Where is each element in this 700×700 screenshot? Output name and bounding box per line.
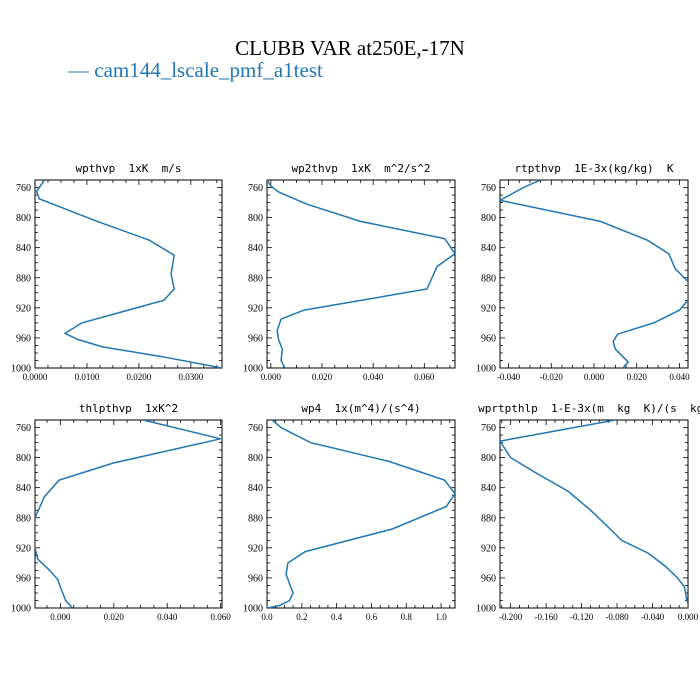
plot-frame: [34, 419, 223, 609]
panel-title: wp4 1x(m^4)/(s^4): [301, 402, 420, 415]
x-tick-label: 0.020: [627, 372, 648, 382]
plot-frame: [266, 419, 456, 609]
y-tick-label: 920: [481, 543, 496, 554]
plot-frame: [499, 419, 689, 609]
x-tick-label: 0.0: [261, 612, 273, 622]
y-tick-label: 880: [16, 513, 31, 524]
panel-3: rtpthvp 1E-3x(kg/kg) K 760 800 840 880 920 960…: [476, 162, 690, 382]
x-tick-label: 0.000: [584, 372, 605, 382]
y-tick-label: 1000: [476, 364, 496, 375]
y-tick-label: 880: [481, 273, 496, 284]
x-tick-label: 0.0000: [23, 372, 48, 382]
y-tick-label: 1000: [11, 364, 31, 375]
plot-frame: [34, 179, 223, 369]
x-tick-label: -0.020: [540, 372, 564, 382]
x-tick-label: 0.000: [261, 372, 282, 382]
y-tick-label: 960: [481, 333, 496, 344]
plot-frame: [266, 179, 456, 369]
y-tick-label: 760: [481, 183, 496, 194]
x-tick-label: 0.0100: [75, 372, 100, 382]
panel-1: wpthvp 1xK m/s 760 800 840 880 920 960 10000.00…: [11, 162, 223, 382]
y-tick-label: 920: [16, 303, 31, 314]
legend-entry: — cam144_lscale_pmf_a1test: [68, 58, 323, 82]
x-tick-label: 0.060: [211, 612, 232, 622]
series-line: [35, 420, 221, 608]
x-tick-label: 0.020: [312, 372, 333, 382]
y-tick-label: 960: [248, 573, 263, 584]
y-tick-label: 960: [16, 333, 31, 344]
x-tick-label: 0.6: [366, 612, 378, 622]
y-tick-label: 1000: [11, 604, 31, 615]
x-tick-label: 1.0: [435, 612, 447, 622]
panel-title: wp2thvp 1xK m^2/s^2: [291, 162, 430, 175]
x-tick-label: 0.020: [104, 612, 125, 622]
y-tick-label: 840: [16, 483, 31, 494]
panel-title: wprtpthlp 1-E-3x(m kg K)/(s kg): [478, 402, 700, 415]
x-tick-label: 0.000: [678, 612, 699, 622]
y-tick-label: 960: [16, 573, 31, 584]
panel-title: wpthvp 1xK m/s: [76, 162, 182, 175]
series-line: [35, 180, 222, 368]
y-tick-label: 760: [16, 183, 31, 194]
x-tick-label: -0.160: [534, 612, 558, 622]
series-line: [267, 180, 455, 368]
x-tick-label: 0.0200: [127, 372, 152, 382]
x-tick-label: 0.2: [296, 612, 307, 622]
y-tick-label: 880: [248, 273, 263, 284]
x-tick-label: -0.120: [570, 612, 594, 622]
x-tick-label: -0.040: [641, 612, 665, 622]
y-tick-label: 880: [481, 513, 496, 524]
x-tick-label: 0.040: [669, 372, 690, 382]
y-tick-label: 840: [16, 243, 31, 254]
y-tick-label: 760: [248, 183, 263, 194]
x-tick-label: 0.060: [414, 372, 435, 382]
x-tick-label: 0.4: [331, 612, 343, 622]
panel-5: wp4 1x(m^4)/(s^4)76080084088092096010000…: [243, 402, 456, 622]
x-tick-label: 0.000: [50, 612, 71, 622]
x-tick-label: -0.040: [497, 372, 521, 382]
y-tick-label: 840: [248, 243, 263, 254]
y-tick-label: 840: [481, 483, 496, 494]
plot-frame: [499, 179, 689, 369]
y-tick-label: 760: [481, 423, 496, 434]
y-tick-label: 760: [248, 423, 263, 434]
x-tick-label: 0.040: [363, 372, 384, 382]
y-tick-label: 800: [248, 453, 263, 464]
y-tick-label: 760: [16, 423, 31, 434]
series-line: [267, 420, 455, 608]
y-tick-label: 960: [248, 333, 263, 344]
y-tick-label: 800: [16, 213, 31, 224]
y-tick-label: 840: [248, 483, 263, 494]
series-line: [500, 180, 688, 368]
panel-6: wprtpthlp 1-E-3x(m kg K)/(s kg) 760 800 840…: [476, 402, 700, 622]
panel-title: rtpthvp 1E-3x(kg/kg) K: [515, 162, 674, 175]
y-tick-label: 800: [481, 213, 496, 224]
y-tick-label: 920: [248, 543, 263, 554]
y-tick-label: 1000: [476, 604, 496, 615]
page-title: CLUBB VAR at250E,-17N: [235, 36, 465, 60]
y-tick-label: 840: [481, 243, 496, 254]
y-tick-label: 920: [16, 543, 31, 554]
y-tick-label: 920: [248, 303, 263, 314]
y-tick-label: 1000: [243, 364, 263, 375]
x-tick-label: -0.080: [605, 612, 629, 622]
panel-2: wp2thvp 1xK m^2/s^2 760 800 840 880 920 960 100…: [243, 162, 456, 382]
y-tick-label: 960: [481, 573, 496, 584]
panel-title: thlpthvp 1xK^2: [79, 402, 178, 415]
series-line: [500, 420, 688, 608]
y-tick-label: 920: [481, 303, 496, 314]
y-tick-label: 800: [248, 213, 263, 224]
y-tick-label: 800: [481, 453, 496, 464]
y-tick-label: 880: [248, 513, 263, 524]
x-tick-label: -0.200: [499, 612, 523, 622]
x-tick-label: 0.040: [157, 612, 178, 622]
x-tick-label: 0.8: [401, 612, 413, 622]
y-tick-label: 880: [16, 273, 31, 284]
panel-4: thlpthvp 1xK^2 760 800 840 880 920 960 1000 0.00…: [11, 402, 231, 622]
y-tick-label: 800: [16, 453, 31, 464]
x-tick-label: 0.0300: [178, 372, 203, 382]
y-tick-label: 1000: [243, 604, 263, 615]
